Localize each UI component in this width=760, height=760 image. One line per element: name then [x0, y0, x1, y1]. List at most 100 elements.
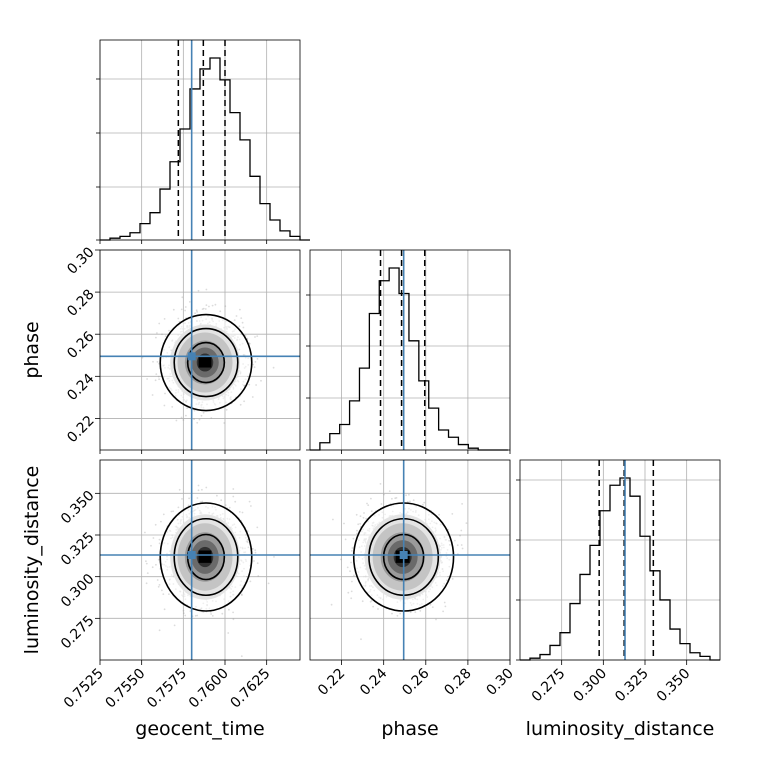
density-layer — [100, 250, 300, 450]
sample-point — [366, 502, 368, 505]
sample-point — [232, 495, 235, 498]
sample-point — [173, 624, 176, 627]
sample-point — [350, 590, 353, 593]
contour-3sigma — [159, 502, 253, 612]
panel-frame — [309, 459, 511, 661]
panel-frame — [99, 249, 301, 451]
sample-point — [202, 411, 205, 414]
sample-point — [377, 608, 379, 610]
sample-point — [158, 538, 161, 541]
sample-point — [461, 503, 463, 505]
sample-point — [343, 522, 345, 525]
y-tick-label: 0.300 — [58, 571, 98, 611]
sample-point — [144, 531, 146, 534]
y-tick-label: 0.28 — [64, 286, 97, 319]
contour-3sigma — [159, 313, 253, 412]
sample-point — [186, 407, 189, 409]
sample-point — [256, 358, 259, 360]
sample-point — [161, 333, 163, 336]
density-layer — [100, 460, 300, 660]
y-tick-label: 0.350 — [58, 488, 98, 528]
sample-point — [194, 312, 197, 315]
sample-point — [248, 342, 251, 345]
sample-point — [157, 375, 160, 378]
sample-point — [367, 504, 370, 507]
x-tick-label: 0.7550 — [103, 666, 149, 712]
x-tick-label: 0.325 — [612, 666, 652, 706]
y-tick-label: 0.325 — [58, 529, 98, 569]
sample-point — [370, 510, 373, 513]
sample-point — [340, 558, 342, 561]
panel-2-2 — [516, 459, 721, 661]
y-axis-label-phase: phase — [21, 321, 43, 378]
panel-0-0 — [96, 39, 310, 241]
sample-point — [163, 404, 166, 407]
sample-point — [359, 522, 362, 525]
sample-point — [163, 318, 166, 320]
sample-point — [161, 589, 163, 592]
sample-point — [423, 501, 426, 504]
sample-point — [355, 513, 358, 516]
sample-point — [200, 414, 203, 417]
sample-point — [180, 308, 183, 311]
sample-point — [238, 325, 241, 328]
sample-point — [154, 523, 157, 526]
x-tick-label: 0.7575 — [144, 666, 190, 712]
panel-frame — [99, 459, 301, 661]
sample-point — [429, 603, 432, 606]
sample-point — [260, 379, 262, 382]
sample-point — [182, 612, 185, 615]
sample-point — [332, 518, 334, 521]
sample-point — [201, 488, 203, 491]
sample-point — [365, 517, 368, 520]
sample-point — [221, 612, 224, 615]
sample-point — [168, 593, 170, 595]
sample-point — [240, 655, 243, 658]
sample-point — [399, 612, 402, 615]
sample-point — [369, 600, 372, 603]
sample-point — [184, 614, 187, 617]
sample-point — [181, 296, 184, 299]
sample-point — [351, 580, 353, 583]
sample-point — [257, 575, 260, 577]
sample-point — [197, 289, 200, 292]
sample-point — [460, 529, 463, 532]
sample-point — [391, 497, 393, 500]
y-tick-label: 0.26 — [64, 328, 97, 361]
density-layer — [310, 460, 510, 660]
sample-point — [253, 366, 256, 369]
sample-point — [227, 632, 230, 634]
sample-point — [362, 516, 365, 519]
sample-point — [225, 408, 228, 411]
sample-point — [155, 373, 158, 375]
sample-point — [448, 539, 450, 542]
sample-point — [357, 523, 360, 526]
sample-point — [241, 594, 243, 596]
truth-marker — [187, 551, 196, 559]
sample-point — [243, 384, 246, 387]
sample-point — [194, 614, 197, 617]
sample-point — [197, 484, 200, 487]
panel-2-1 — [309, 459, 511, 661]
sample-point — [356, 529, 358, 532]
sample-point — [370, 497, 372, 500]
sample-point — [193, 409, 196, 412]
sample-point — [256, 526, 259, 529]
sample-point — [350, 550, 353, 552]
sample-point — [151, 394, 154, 396]
sample-point — [193, 418, 196, 421]
sample-point — [155, 563, 157, 566]
sample-point — [350, 597, 353, 600]
panel-1-1 — [306, 249, 511, 451]
sample-point — [182, 609, 185, 612]
sample-point — [154, 379, 157, 382]
sample-point — [211, 615, 214, 617]
sample-point — [273, 556, 275, 558]
x-tick-label: 0.7600 — [186, 666, 232, 712]
x-tick-label: 0.7525 — [61, 666, 107, 712]
sample-point — [465, 522, 468, 524]
contour-1sigma — [186, 341, 226, 384]
contour-2sigma — [173, 517, 239, 597]
sample-point — [391, 612, 393, 615]
x-axis-label-geocent-time: geocent_time — [135, 718, 264, 740]
